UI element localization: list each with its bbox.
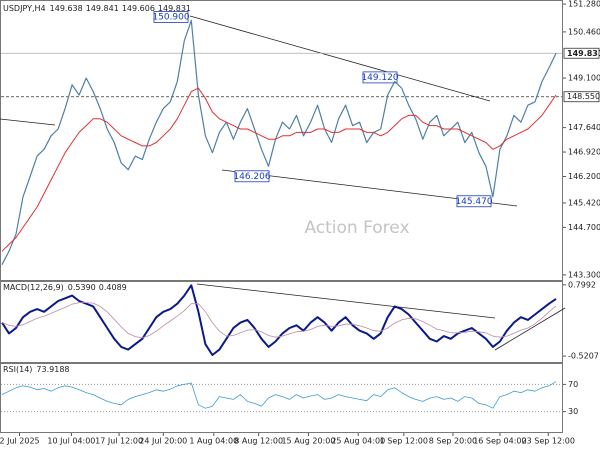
- x-tick-label: 24 Jul 20:00: [139, 437, 187, 446]
- readout: 0.4089: [99, 283, 127, 292]
- x-tick-label: 23 Sep 12:00: [522, 437, 575, 446]
- y-tick-label: 146.920: [568, 148, 600, 157]
- series-line: [1, 381, 557, 409]
- trendline: [0, 118, 56, 126]
- annotation-label: 146.206: [233, 172, 270, 182]
- rsi-header: RSI(14) 73.9188: [3, 365, 70, 374]
- readout: 73.9188: [36, 365, 69, 374]
- ohlc-high: 149.841: [86, 4, 119, 13]
- x-tick-label: 16 Sep 04:00: [473, 437, 526, 446]
- ohlc-open: 149.638: [50, 4, 83, 13]
- x-tick-label: 8 Sep 20:00: [429, 437, 477, 446]
- readout: 0.5390: [68, 283, 96, 292]
- watermark: Action Forex: [304, 218, 409, 238]
- x-tick-label: 1 Aug 04:00: [189, 437, 238, 446]
- x-tick-label: 2 Jul 2025: [0, 437, 40, 446]
- trendline: [196, 283, 496, 319]
- rsi-frame: [0, 363, 563, 433]
- y-tick-label: 143.300: [568, 270, 600, 279]
- y-tick-label: -0.5207: [568, 352, 599, 361]
- annotation-label: 145.470: [455, 197, 492, 207]
- y-tick-label: 70: [568, 380, 578, 389]
- y-tick-label: 150.460: [568, 27, 600, 36]
- y-tick-label: 144.700: [568, 223, 600, 232]
- x-tick-label: 17 Jul 12:00: [95, 437, 143, 446]
- main-frame: [0, 0, 563, 281]
- last-price-label: 149.831: [567, 49, 600, 58]
- series-line: [1, 19, 557, 265]
- series-line: [1, 302, 557, 339]
- annotation-box: [234, 170, 270, 183]
- main-header: USDJPY,H4 149.638 149.841 149.606 149.831: [3, 4, 191, 13]
- y-tick-label: 145.420: [568, 198, 600, 207]
- macd-frame: [0, 281, 563, 363]
- symbol: USDJPY,H4: [3, 4, 46, 13]
- annotation-box: [153, 11, 189, 23]
- series-line: [1, 87, 557, 252]
- annotation-box: [456, 195, 492, 208]
- indicator-name: MACD(12,26,9): [3, 283, 64, 292]
- level-label: 148.550: [567, 92, 600, 101]
- trendline: [189, 15, 491, 102]
- y-tick-label: 0.7992: [568, 280, 596, 289]
- y-tick-label: 147.640: [568, 123, 600, 132]
- series-line: [1, 284, 557, 356]
- indicator-name: RSI(14): [3, 365, 32, 374]
- y-tick-label: 149.100: [568, 74, 600, 83]
- ohlc-low: 149.606: [122, 4, 155, 13]
- x-tick-label: 25 Aug 04:00: [331, 437, 385, 446]
- annotation-label: 150.900: [152, 12, 189, 22]
- y-tick-label: 151.280: [568, 0, 600, 9]
- x-tick-label: 10 Jul 04:00: [47, 437, 95, 446]
- ohlc-close: 149.831: [158, 4, 191, 13]
- annotation-label: 149.120: [361, 73, 398, 83]
- annotation-box: [362, 71, 398, 84]
- y-tick-label: 146.200: [568, 172, 600, 181]
- x-tick-label: 15 Aug 20:00: [281, 437, 335, 446]
- trendline: [494, 307, 566, 351]
- y-tick-label: 30: [568, 407, 578, 416]
- x-tick-label: 8 Aug 12:00: [234, 437, 283, 446]
- panel-frames: [0, 0, 563, 433]
- x-tick-label: 1 Sep 12:00: [380, 437, 428, 446]
- last-price-box: [563, 47, 600, 59]
- macd-header: MACD(12,26,9) 0.5390 0.4089: [3, 283, 127, 292]
- level-box: [563, 91, 600, 103]
